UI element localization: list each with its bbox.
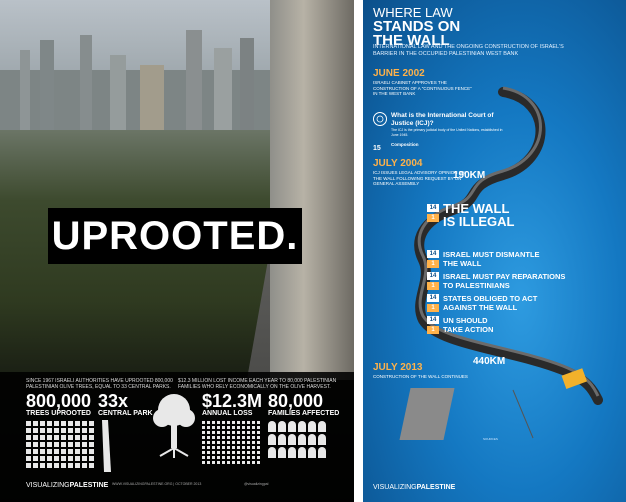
un-emblem-icon bbox=[373, 112, 387, 126]
event-june-2002: ISRAELI CABINET APPROVES THE CONSTRUCTIO… bbox=[373, 80, 472, 96]
event-july-2013: CONSTRUCTION OF THE WALL CONTINUES bbox=[373, 374, 468, 379]
buildings-right bbox=[270, 0, 354, 380]
ruling-2-line2: TO PALESTINIANS bbox=[443, 281, 510, 290]
ruling-1-line2: THE WALL bbox=[443, 259, 482, 268]
vote-for: 14 bbox=[427, 204, 439, 212]
intro-income: $12.3 MILLION LOST INCOME EACH YEAR TO 8… bbox=[178, 378, 337, 390]
ruling-3-for: 14 bbox=[427, 294, 439, 302]
ruling-1-against: 1 bbox=[427, 260, 439, 268]
headline: UPROOTED. bbox=[51, 214, 299, 258]
ruling-2-for: 14 bbox=[427, 272, 439, 280]
judges-count: 15 bbox=[373, 145, 381, 152]
composition-label: Composition bbox=[391, 142, 419, 147]
event-july-2004: ICJ ISSUES LEGAL ADVISORY OPINION ON THE… bbox=[373, 170, 466, 186]
wall-illustration bbox=[399, 86, 603, 440]
brand-left: VISUALIZINGPALESTINE bbox=[26, 482, 109, 489]
poster-title: WHERE LAW STANDS ON THE WALL bbox=[373, 5, 461, 49]
date-july-2013: JULY 2013 bbox=[373, 362, 423, 373]
uprooted-poster: UPROOTED. SINCE 1967 ISRAELI AUTHORITIES… bbox=[0, 0, 354, 502]
headline-banner bbox=[48, 208, 302, 264]
ruling-3-line1: STATES OBLIGED TO ACT bbox=[443, 294, 538, 303]
intro-trees: SINCE 1967 ISRAELI AUTHORITIES HAVE UPRO… bbox=[26, 378, 173, 390]
footer-url: WWW.VISUALIZINGPALESTINE.ORG | OCTOBER 2… bbox=[112, 482, 202, 486]
ruling-3-against: 1 bbox=[427, 304, 439, 312]
stat-parks-label: CENTRAL PARK bbox=[98, 410, 153, 417]
stat-loss-value: $12.3M bbox=[202, 391, 263, 411]
footer-social: @visualizingpal bbox=[244, 482, 269, 486]
ruling-2-line1: ISRAEL MUST PAY REPARATIONS bbox=[443, 272, 566, 281]
family-icons-grid bbox=[268, 421, 326, 458]
vote-against: 1 bbox=[427, 214, 439, 222]
icj-text: The ICJ is the primary judicial body of … bbox=[391, 128, 503, 137]
stat-parks-value: 33x bbox=[98, 391, 129, 411]
sources-label: SOURCES bbox=[483, 437, 498, 441]
ruling-4-line2: TAKE ACTION bbox=[443, 325, 494, 334]
ruling-4-against: 1 bbox=[427, 326, 439, 334]
brand-right: VISUALIZINGPALESTINE bbox=[373, 484, 456, 491]
tree-icons-grid bbox=[26, 421, 94, 468]
icj-title: What is the International Court of Justi… bbox=[391, 112, 494, 127]
ruling-2-against: 1 bbox=[427, 282, 439, 290]
stat-trees-label: TREES UPROOTED bbox=[26, 410, 91, 417]
wall-poster: WHERE LAW STANDS ON THE WALL INTERNATION… bbox=[363, 0, 626, 502]
wall-length-440km: 440KM bbox=[473, 356, 506, 367]
ruling-1-for: 14 bbox=[427, 250, 439, 258]
stat-trees-value: 800,000 bbox=[26, 391, 92, 411]
ruling-4-line1: UN SHOULD bbox=[443, 316, 488, 325]
verdict-line1: THE WALL bbox=[443, 201, 510, 216]
poster-subtitle: INTERNATIONAL LAW AND THE ONGOING CONSTR… bbox=[373, 44, 564, 57]
stat-families-value: 80,000 bbox=[268, 391, 324, 411]
verdict-line2: IS ILLEGAL bbox=[443, 214, 515, 229]
ruling-4-for: 14 bbox=[427, 316, 439, 324]
stat-families-label: FAMILIES AFFECTED bbox=[268, 410, 340, 417]
wall-length-190km: 190KM bbox=[453, 170, 486, 181]
date-june-2002: JUNE 2002 bbox=[373, 68, 425, 79]
ruling-3-line2: AGAINST THE WALL bbox=[443, 303, 518, 312]
central-park-map-icon bbox=[102, 420, 111, 472]
money-icons-grid bbox=[202, 421, 260, 464]
date-july-2004: JULY 2004 bbox=[373, 158, 423, 169]
olive-tree-icon bbox=[153, 394, 195, 458]
stat-loss-label: ANNUAL LOSS bbox=[202, 410, 253, 417]
ruling-1-line1: ISRAEL MUST DISMANTLE bbox=[443, 250, 540, 259]
